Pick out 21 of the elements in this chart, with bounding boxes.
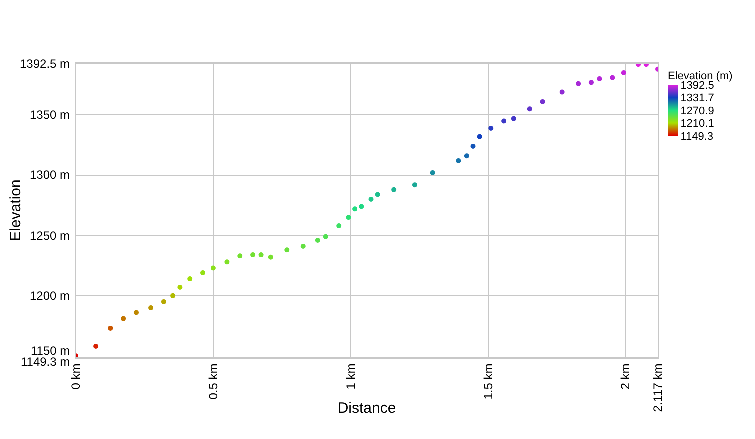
x-tick-label: 1 km	[344, 364, 358, 390]
color-bar-label: 1149.3	[680, 130, 714, 143]
color-bar-label: 1210.1	[680, 118, 714, 130]
color-bar-label: 1392.5	[680, 80, 714, 92]
color-bar-label: 1270.9	[680, 105, 714, 118]
x-axis-title: Distance	[338, 400, 396, 417]
color-bar-title: Elevation (m)	[668, 70, 733, 82]
x-tick-label: 2.117 km	[650, 364, 665, 412]
x-tick-label: 0.5 km	[206, 364, 220, 400]
color-bar-label: 1331.7	[680, 92, 714, 105]
x-tick-label: 0 km	[68, 364, 83, 390]
y-tick-label: 1392.5 m	[20, 57, 70, 71]
y-tick-label: 1200 m	[30, 289, 70, 303]
y-axis-title: Elevation	[7, 180, 24, 242]
y-tick-label: 1250 m	[30, 229, 70, 243]
y-tick-label: 1300 m	[30, 168, 70, 182]
y-tick-label: 1149.3 m	[21, 355, 70, 369]
x-tick-label: 2 km	[618, 364, 633, 390]
y-tick-label: 1150 m	[31, 344, 70, 358]
y-tick-label: 1350 m	[30, 108, 70, 122]
x-tick-label: 1.5 km	[481, 364, 496, 400]
